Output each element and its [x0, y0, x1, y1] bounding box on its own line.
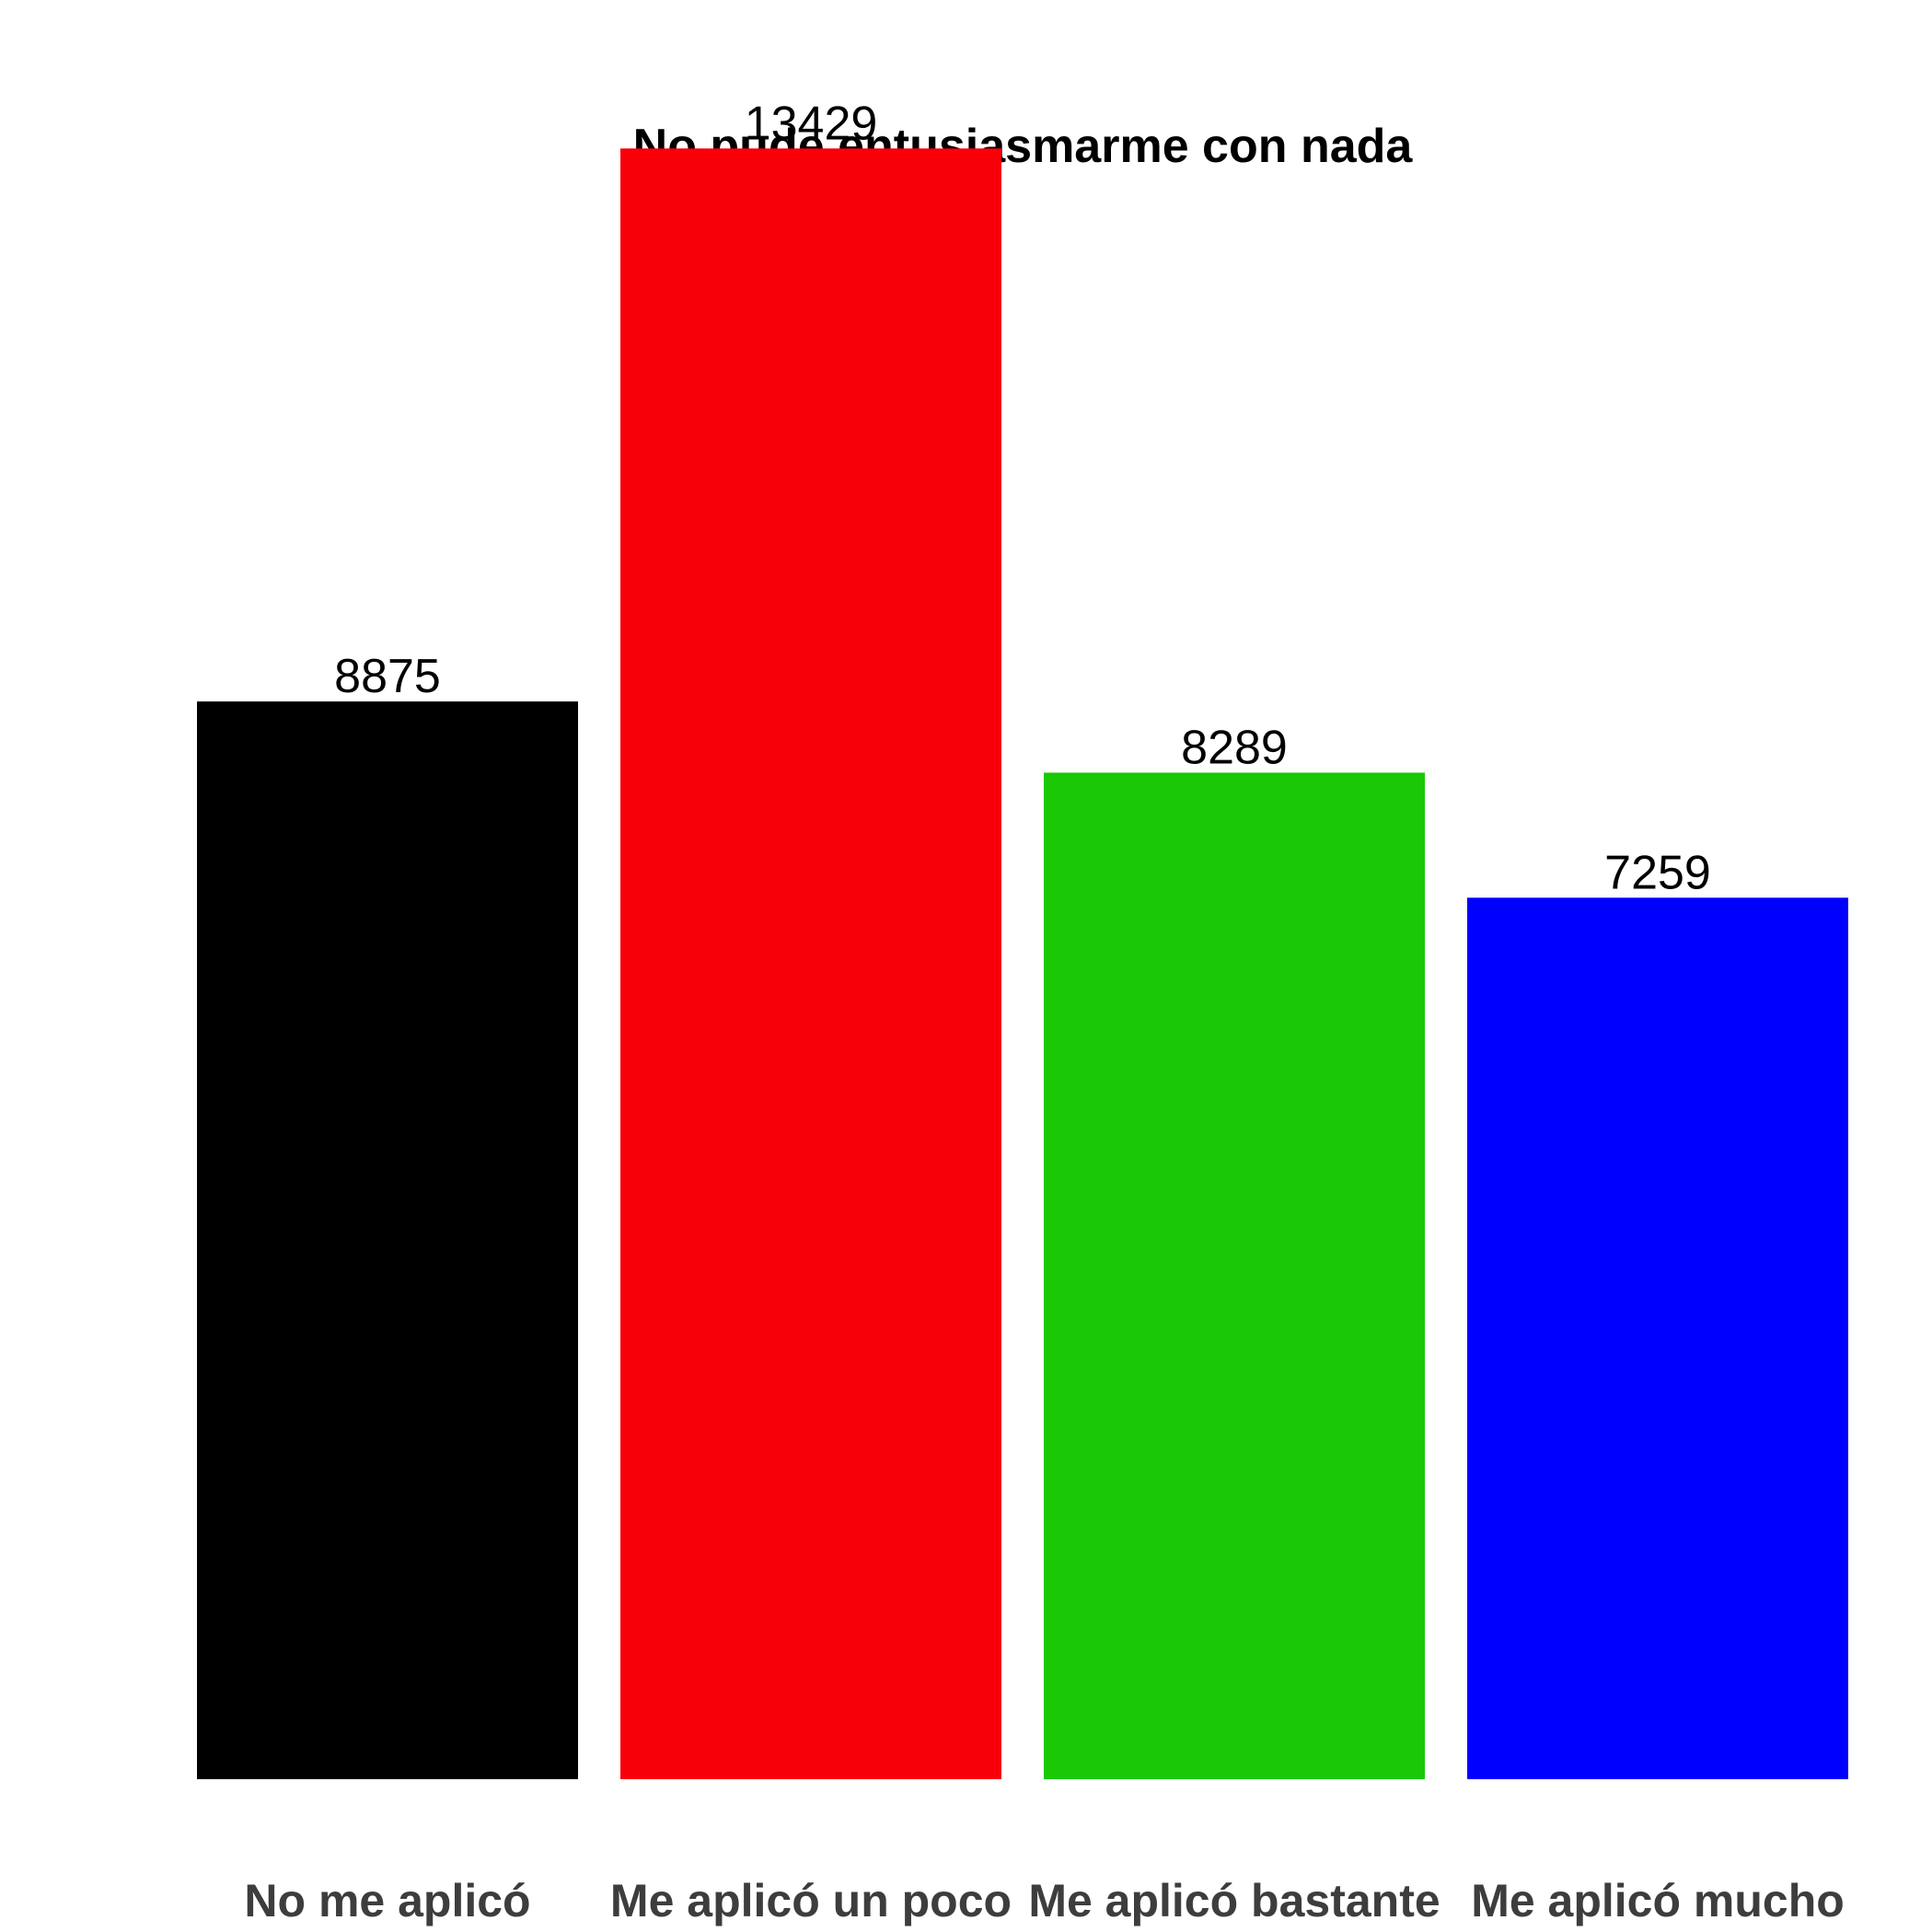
category-labels-group: No me aplicó Me aplicó un poco Me aplicó b…: [244, 1875, 1844, 1926]
bar-value-label: 8289: [1181, 721, 1288, 774]
category-tick-label: Me aplicó un poco: [610, 1875, 1012, 1926]
bar-value-label: 7259: [1604, 846, 1711, 899]
bar: [197, 701, 578, 1779]
category-tick-label: No me aplicó: [244, 1875, 530, 1926]
bar-value-label: 8875: [334, 650, 441, 703]
category-tick-label: Me aplicó bastante: [1028, 1875, 1440, 1926]
bar: [1044, 772, 1425, 1780]
value-labels-group: 8875 13429 8289 7259: [334, 97, 1711, 899]
bar: [1467, 897, 1848, 1779]
category-tick-label: Me aplicó mucho: [1471, 1875, 1845, 1926]
bar: [620, 148, 1001, 1780]
bar-value-label: 13429: [745, 97, 878, 150]
bars-group: [197, 148, 1848, 1780]
